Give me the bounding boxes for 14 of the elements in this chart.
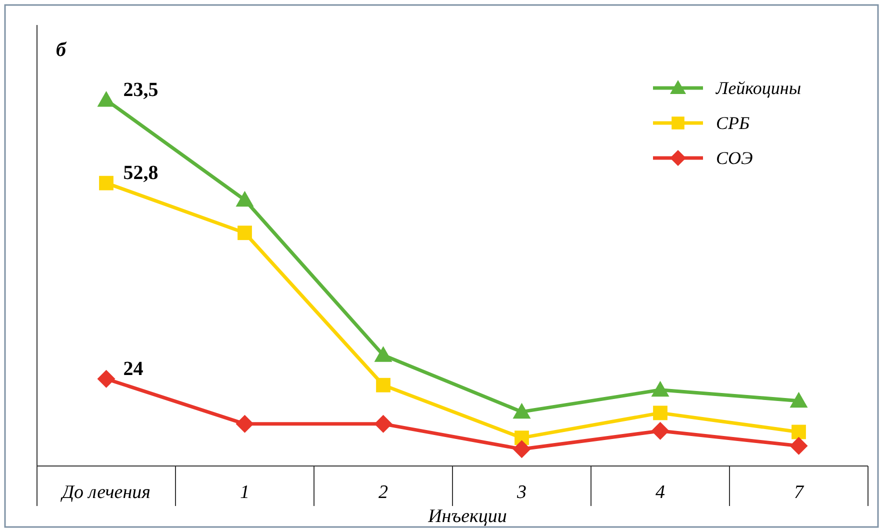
x-tick-label: 3 [516,482,526,503]
chart-title: б [56,39,67,61]
x-tick-label: 4 [656,482,666,503]
x-tick-label: До лечения [60,482,151,503]
x-tick-label: 2 [378,482,388,503]
x-tick-label: 7 [794,482,805,503]
x-axis-title: Инъекции [427,506,507,527]
x-tick-label: 1 [240,482,250,503]
legend-label: СРБ [716,113,750,133]
annotation: 52,8 [123,162,158,184]
legend-label: Лейкоцины [715,78,802,98]
annotation: 23,5 [123,79,158,101]
annotation: 24 [123,358,144,380]
legend-label: СОЭ [716,148,754,168]
